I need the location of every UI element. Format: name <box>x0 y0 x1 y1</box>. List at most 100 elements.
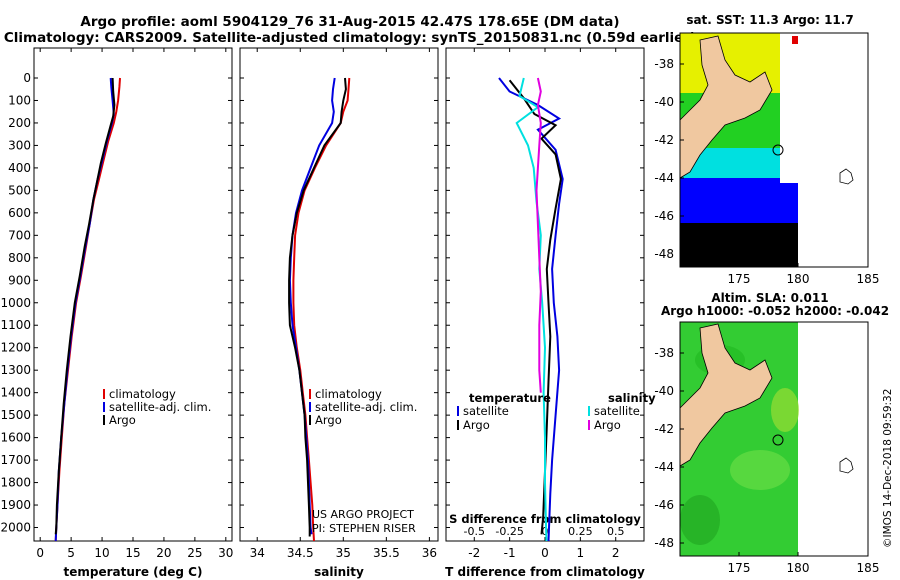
x-tick-label: -2 <box>468 546 480 560</box>
y-tick-label: 600 <box>8 206 31 220</box>
top-x-tick-label: 0 <box>542 525 549 538</box>
series-line-argo <box>288 77 347 537</box>
credit-label: ©IMOS 14-Dec-2018 09:59:32 <box>882 389 894 548</box>
sst-band-blue <box>680 178 798 223</box>
plot-frame <box>239 47 439 542</box>
x-tick-label: 36 <box>422 546 437 560</box>
lat-tick-label: -46 <box>654 209 674 223</box>
pi-label: PI: STEPHEN RISER <box>312 522 416 535</box>
y-tick-label: 900 <box>8 273 31 287</box>
top-x-tick-label: -0.5 <box>464 525 485 538</box>
lon-tick-label: 180 <box>787 272 810 286</box>
top-x-tick-label: -0.25 <box>495 525 523 538</box>
series-line-argo-salinity <box>535 77 542 393</box>
x-tick-label: 5 <box>67 546 75 560</box>
y-tick-label: 200 <box>8 116 31 130</box>
lat-tick-label: -46 <box>654 498 674 512</box>
lat-tick-label: -42 <box>654 133 674 147</box>
lat-tick-label: -44 <box>654 460 674 474</box>
x-tick-label: 2 <box>612 546 620 560</box>
y-tick-label: 1500 <box>0 408 31 422</box>
x-tick-label: 35.5 <box>373 546 400 560</box>
lon-tick-label: 175 <box>728 272 751 286</box>
y-tick-label: 1700 <box>0 453 31 467</box>
series-line-satellite-salinity <box>515 77 548 542</box>
sst-map-axes: -38 -40 -42 -44 -46 -48 175 180 185 <box>654 57 879 286</box>
x-tick-label: 30 <box>218 546 233 560</box>
x-tick-label: 35 <box>336 546 351 560</box>
y-tick-label: 1100 <box>0 318 31 332</box>
lon-tick-label: 185 <box>857 272 880 286</box>
series-line-argo <box>54 77 116 535</box>
sst-land <box>679 35 773 179</box>
legend-label: satellite <box>463 404 509 418</box>
lat-tick-label: -48 <box>654 536 674 550</box>
project-label: US ARGO PROJECT <box>312 508 414 521</box>
legend-label: Argo <box>315 413 342 427</box>
lat-tick-label: -38 <box>654 57 674 71</box>
y-tick-label: 0 <box>23 71 31 85</box>
lat-tick-label: -44 <box>654 171 674 185</box>
difference-panel: -2 -1 0 1 2 T difference from climatology -0.5… <box>445 47 656 579</box>
y-tick-label: 500 <box>8 183 31 197</box>
x-tick-label: 25 <box>187 546 202 560</box>
legend-label: Argo <box>594 418 621 432</box>
y-tick-label: 100 <box>8 93 31 107</box>
y-tick-label: 800 <box>8 251 31 265</box>
y-tick-label: 1300 <box>0 363 31 377</box>
legend-label: climatology <box>315 387 382 401</box>
x-tick-label: 20 <box>156 546 171 560</box>
lat-tick-label: -40 <box>654 95 674 109</box>
lat-tick-label: -48 <box>654 247 674 261</box>
x-tick-label: -1 <box>504 546 516 560</box>
x-tick-label: 0 <box>541 546 549 560</box>
y-tick-label: 400 <box>8 161 31 175</box>
legend-label: satellite-adj. clim. <box>315 400 417 414</box>
sst-map <box>679 32 869 268</box>
series-line-satellite-temperature <box>498 77 564 542</box>
legend-title-salinity: salinity <box>608 391 656 405</box>
x-tick-label: 0 <box>36 546 44 560</box>
x-axis-label: temperature (deg C) <box>64 565 203 579</box>
sst-map-title: sat. SST: 11.3 Argo: 11.7 <box>686 13 853 27</box>
legend-label: Argo <box>109 413 136 427</box>
legend-title-temperature: temperature <box>469 391 551 405</box>
y-tick-label: 2000 <box>0 521 31 535</box>
y-tick-label: 1800 <box>0 476 31 490</box>
legend-label: Argo <box>463 418 490 432</box>
temperature-panel: 0 5 10 15 20 25 30 temperature (deg C) 0 100 200 30… <box>0 47 233 579</box>
lat-tick-label: -42 <box>654 422 674 436</box>
legend-label: satellite <box>594 404 640 418</box>
lon-tick-label: 175 <box>728 561 751 575</box>
y-tick-label: 300 <box>8 138 31 152</box>
lon-tick-label: 185 <box>857 561 880 575</box>
legend-label: satellite-adj. clim. <box>109 400 211 414</box>
x-tick-label: 34.5 <box>287 546 314 560</box>
sla-map-title-1: Altim. SLA: 0.011 <box>711 291 828 305</box>
sla-map <box>679 321 869 557</box>
x-axis-label: T difference from climatology <box>445 565 645 579</box>
top-x-tick-label: 0.25 <box>568 525 593 538</box>
x-axis-label: salinity <box>314 565 364 579</box>
salinity-panel: 34 34.5 35 35.5 36 salinity climatologysatelli… <box>239 47 439 579</box>
y-tick-label: 1900 <box>0 498 31 512</box>
sla-land <box>679 323 773 467</box>
lat-tick-label: -38 <box>654 346 674 360</box>
y-tick-label: 1600 <box>0 431 31 445</box>
y-tick-label: 1000 <box>0 296 31 310</box>
y-tick-label: 700 <box>8 228 31 242</box>
sst-argo-position-icon <box>772 144 784 156</box>
lat-tick-label: -40 <box>654 384 674 398</box>
x-tick-label: 34 <box>250 546 265 560</box>
x-tick-label: 1 <box>577 546 585 560</box>
sst-band-black <box>680 223 798 267</box>
header-line-1: Argo profile: aoml 5904129_76 31-Aug-201… <box>80 14 619 30</box>
y-tick-label: 1400 <box>0 386 31 400</box>
sla-map-axes: -38 -40 -42 -44 -46 -48 175 180 185 <box>654 346 879 575</box>
y-tick-label: 1200 <box>0 341 31 355</box>
x-tick-label: 15 <box>125 546 140 560</box>
top-x-tick-label: 0.5 <box>607 525 625 538</box>
lon-tick-label: 180 <box>787 561 810 575</box>
sla-argo-position-icon <box>772 434 784 446</box>
